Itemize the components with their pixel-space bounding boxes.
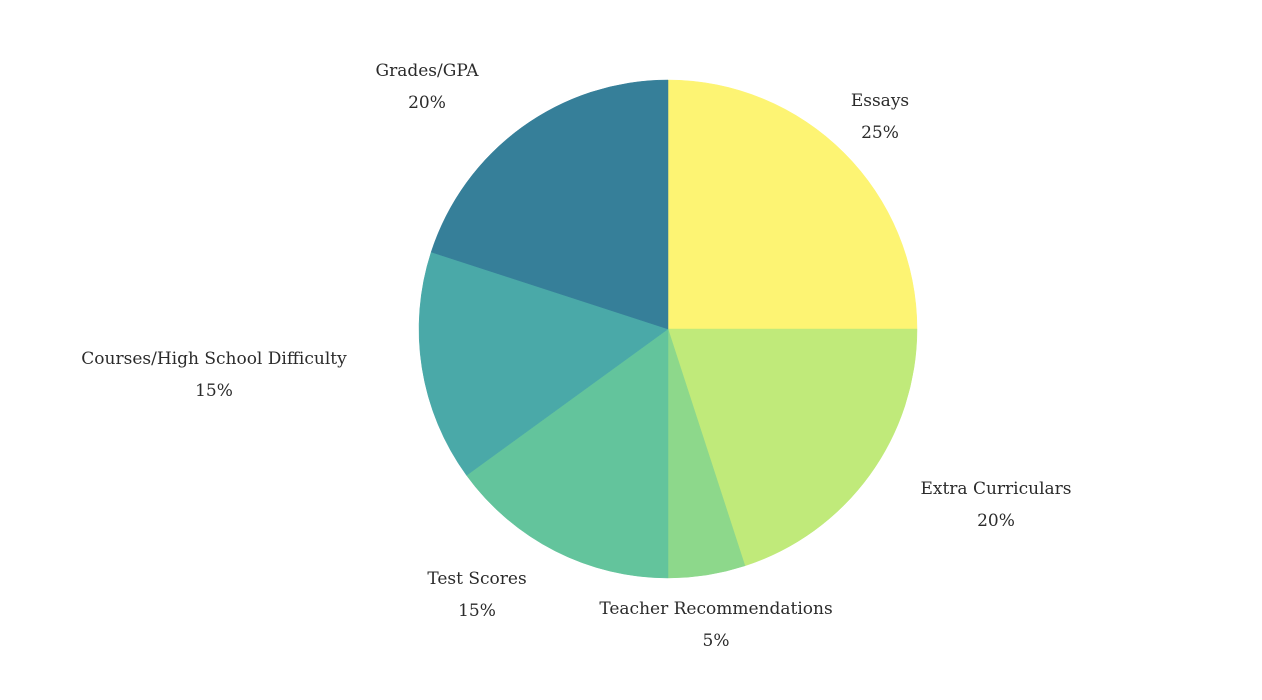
label-extra-curriculars: Extra Curriculars	[920, 479, 1071, 499]
value-essays: 25%	[861, 123, 899, 143]
label-test-scores: Test Scores	[427, 569, 526, 589]
pie-slice-grades-gpa	[430, 79, 669, 330]
label-grades-gpa: Grades/GPA	[376, 61, 480, 81]
pie-slice-extra-curriculars	[667, 328, 918, 567]
pie-labels: Essays 25% Extra Curriculars 20% Teacher…	[81, 61, 1071, 651]
value-grades-gpa: 20%	[408, 93, 446, 113]
pie-slice-courses-high-school-difficulty	[418, 251, 669, 476]
label-essays: Essays	[851, 91, 909, 111]
pie-slice-test-scores	[466, 328, 669, 579]
value-courses-difficulty: 15%	[195, 381, 233, 401]
pie-slice-essays	[667, 79, 918, 330]
value-extra-curriculars: 20%	[977, 511, 1015, 531]
label-teacher-recommendations: Teacher Recommendations	[599, 599, 832, 619]
pie-slices	[418, 79, 918, 579]
label-courses-difficulty: Courses/High School Difficulty	[81, 349, 347, 369]
value-test-scores: 15%	[458, 601, 496, 621]
value-teacher-recommendations: 5%	[703, 631, 730, 651]
